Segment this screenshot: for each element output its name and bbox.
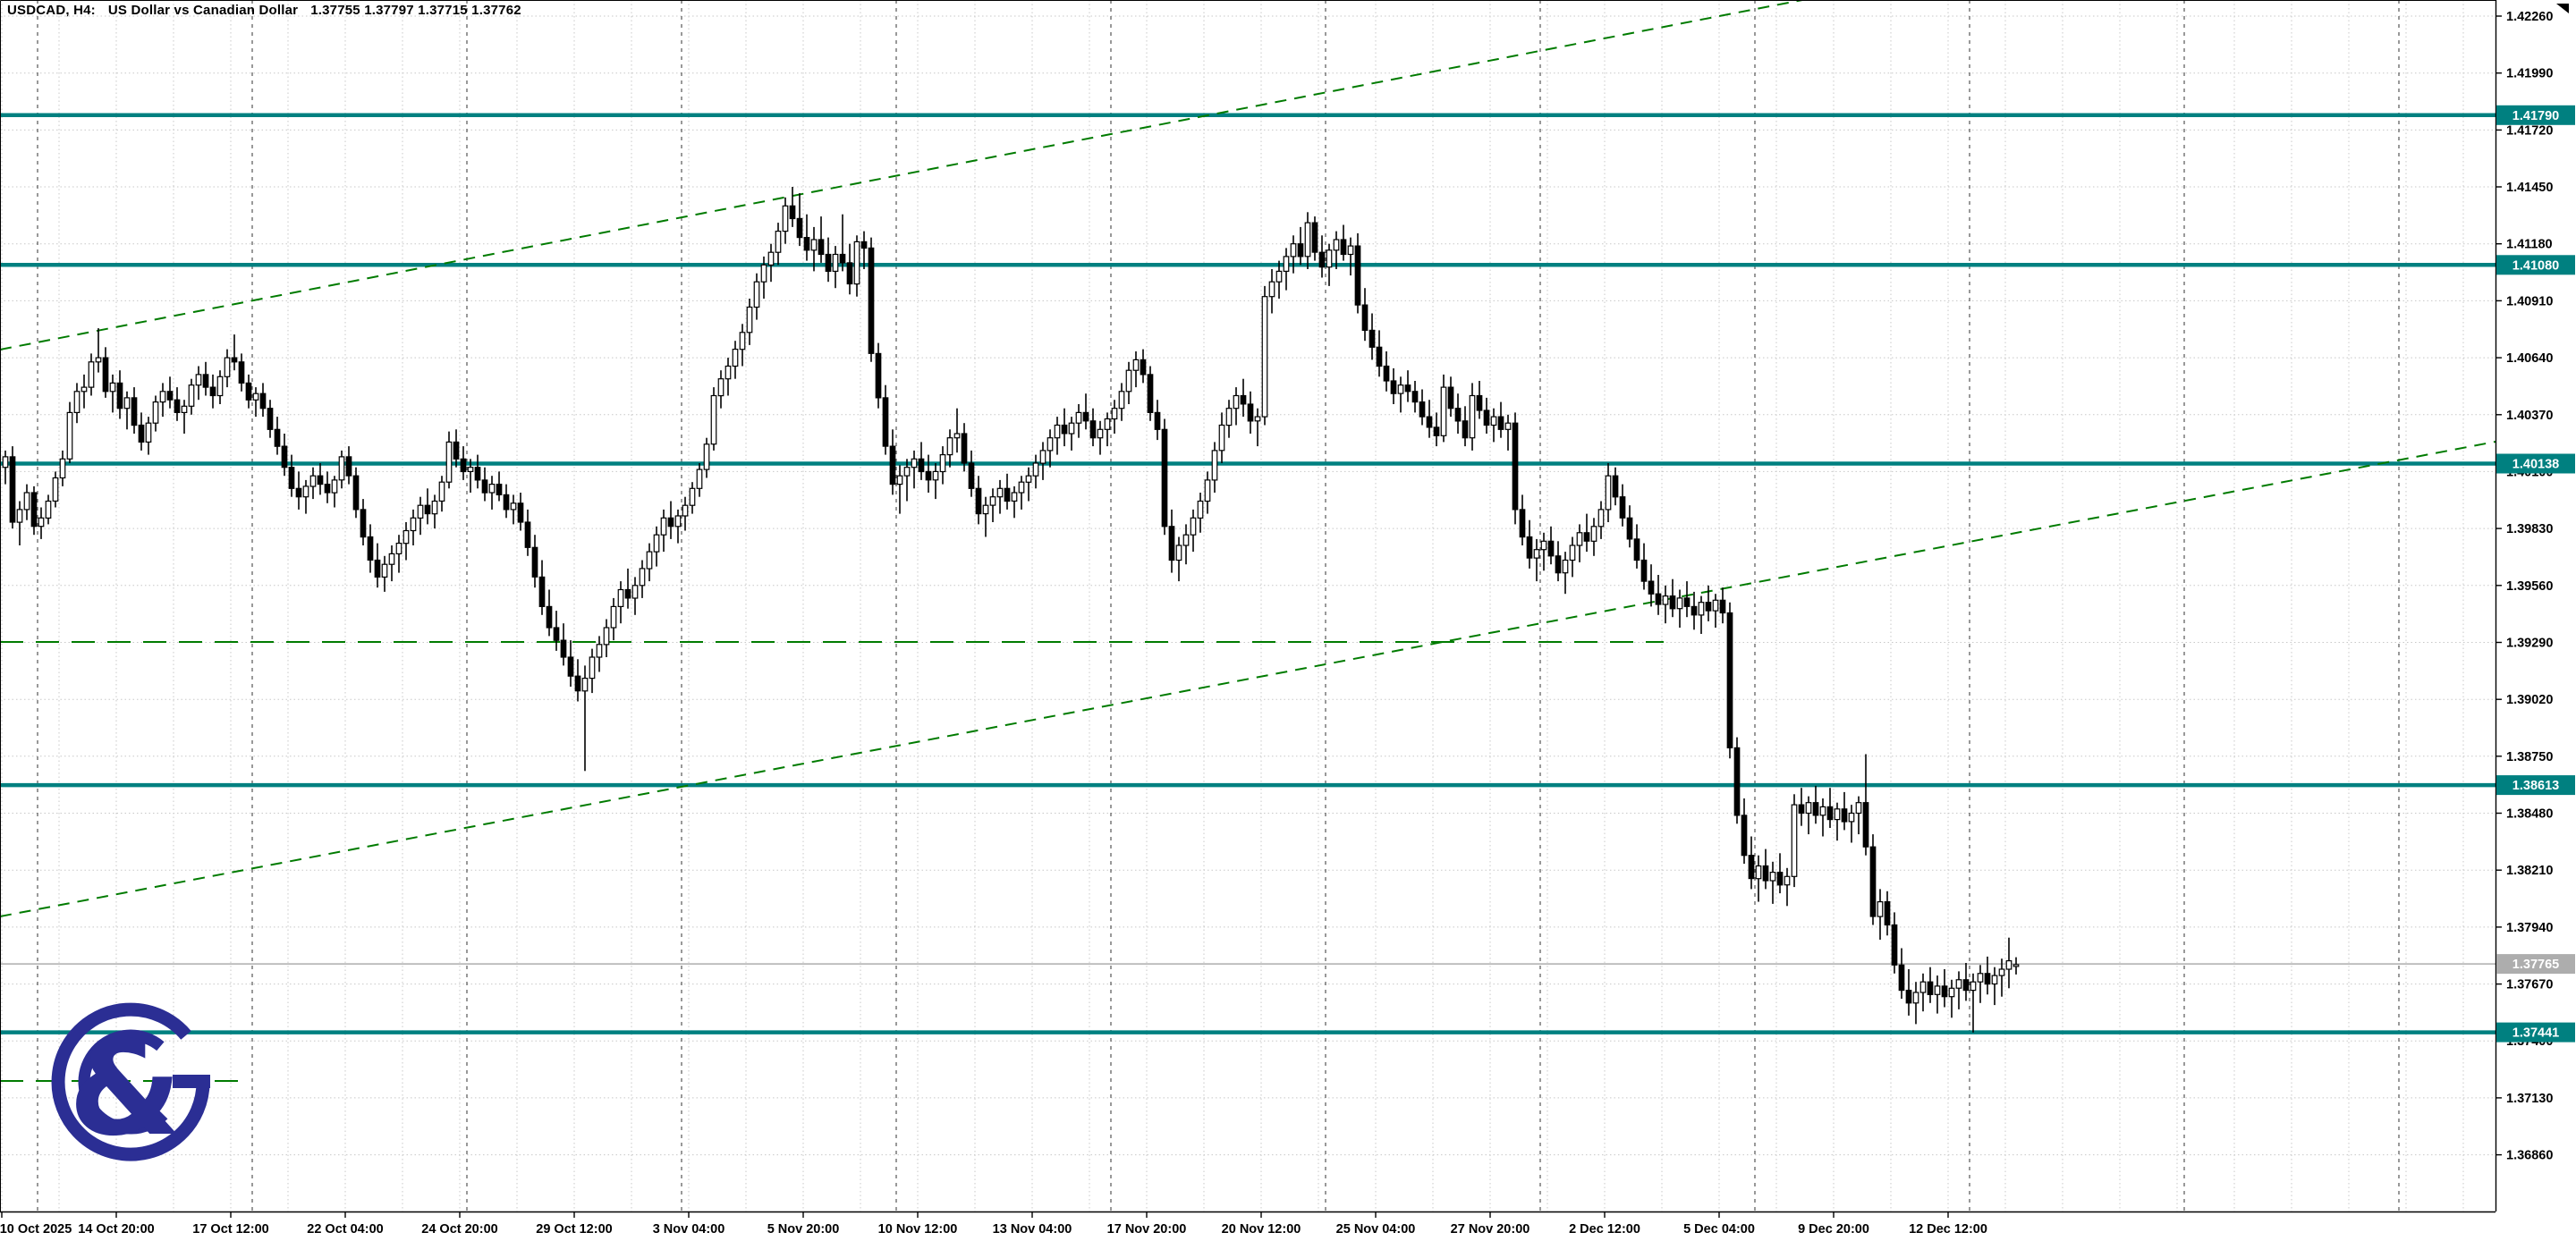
trendline[interactable] — [0, 441, 2496, 917]
time-axis-label: 29 Oct 12:00 — [536, 1222, 612, 1237]
plot-border — [0, 0, 2497, 1213]
bid-price-badge-text: 1.37765 — [2512, 958, 2559, 972]
time-axis-label: 25 Nov 04:00 — [1336, 1222, 1416, 1237]
price-axis-label: 1.36860 — [2506, 1149, 2553, 1163]
price-axis-label: 1.42260 — [2506, 10, 2553, 24]
price-axis-label: 1.39020 — [2506, 693, 2553, 707]
logo-inner-ring — [78, 1029, 168, 1135]
bid-price-badge — [2496, 954, 2575, 975]
price-axis-label: 1.37940 — [2506, 921, 2553, 935]
scroll-marker-icon[interactable] — [2556, 4, 2569, 13]
time-axis-label: 20 Nov 12:00 — [1222, 1222, 1301, 1237]
price-axis-label: 1.41450 — [2506, 181, 2553, 195]
price-axis-label: 1.40910 — [2506, 294, 2553, 308]
price-axis-label: 1.38480 — [2506, 807, 2553, 822]
price-axis[interactable]: 1.42260 1.41990 1.41720 1.41450 1.41180 1.409… — [2496, 10, 2575, 1163]
price-axis-label: 1.39830 — [2506, 522, 2553, 536]
logo-outer-ring — [51, 1002, 210, 1161]
logo-g-bar — [173, 1075, 210, 1088]
trendlines[interactable] — [0, 0, 2496, 1082]
period-separators — [37, 0, 2400, 1211]
price-axis-label: 1.38750 — [2506, 750, 2553, 764]
price-level-badge — [2496, 105, 2575, 125]
price-level-badge-text: 1.37441 — [2512, 1026, 2559, 1041]
price-level-badge — [2496, 775, 2575, 796]
time-axis-label: 13 Nov 04:00 — [993, 1222, 1072, 1237]
time-axis-label: 17 Oct 12:00 — [192, 1222, 268, 1237]
time-axis-label: 14 Oct 20:00 — [78, 1222, 154, 1237]
price-level-lines[interactable] — [0, 113, 2496, 1034]
time-axis-label: 22 Oct 04:00 — [307, 1222, 383, 1237]
time-axis-label: 5 Dec 04:00 — [1683, 1222, 1755, 1237]
price-level-badge — [2496, 255, 2575, 275]
price-axis-label: 1.41720 — [2506, 123, 2553, 138]
price-axis-label: 1.37670 — [2506, 978, 2553, 992]
time-axis-label: 2 Dec 12:00 — [1569, 1222, 1640, 1237]
price-axis-label: 1.39290 — [2506, 637, 2553, 651]
time-axis[interactable]: 10 Oct 2025 14 Oct 20:00 17 Oct 12:00 22 Oc… — [0, 1212, 1987, 1237]
time-axis-label: 27 Nov 20:00 — [1451, 1222, 1530, 1237]
candles-series — [2, 187, 2020, 1033]
price-level-badge-text: 1.40138 — [2512, 458, 2559, 472]
price-level-badge-text: 1.41080 — [2512, 258, 2559, 273]
price-axis-label: 1.40370 — [2506, 409, 2553, 423]
trendline[interactable] — [0, 0, 1803, 350]
logo-ampersand: & — [68, 1013, 182, 1162]
price-level-badge — [2496, 1022, 2575, 1043]
time-axis-label: 17 Nov 20:00 — [1107, 1222, 1187, 1237]
price-axis-label: 1.38210 — [2506, 864, 2553, 878]
brand-logo: & — [51, 1002, 210, 1162]
time-axis-label: 5 Nov 20:00 — [767, 1222, 840, 1237]
price-axis-label: 1.41180 — [2506, 238, 2553, 252]
time-axis-label: 10 Oct 2025 — [0, 1222, 72, 1237]
price-level-badge — [2496, 453, 2575, 474]
price-level-badge-text: 1.41790 — [2512, 109, 2559, 123]
price-axis-label: 1.41990 — [2506, 67, 2553, 81]
time-axis-label: 3 Nov 04:00 — [653, 1222, 725, 1237]
price-axis-label: 1.40640 — [2506, 351, 2553, 366]
price-level-badge-text: 1.38613 — [2512, 779, 2559, 793]
time-axis-label: 12 Dec 12:00 — [1909, 1222, 1987, 1237]
time-axis-label: 10 Nov 12:00 — [878, 1222, 958, 1237]
grid — [0, 0, 2496, 1211]
time-axis-label: 24 Oct 20:00 — [421, 1222, 497, 1237]
price-axis-label: 1.37130 — [2506, 1092, 2553, 1106]
price-axis-label: 1.39560 — [2506, 579, 2553, 594]
time-axis-label: 9 Dec 20:00 — [1798, 1222, 1869, 1237]
